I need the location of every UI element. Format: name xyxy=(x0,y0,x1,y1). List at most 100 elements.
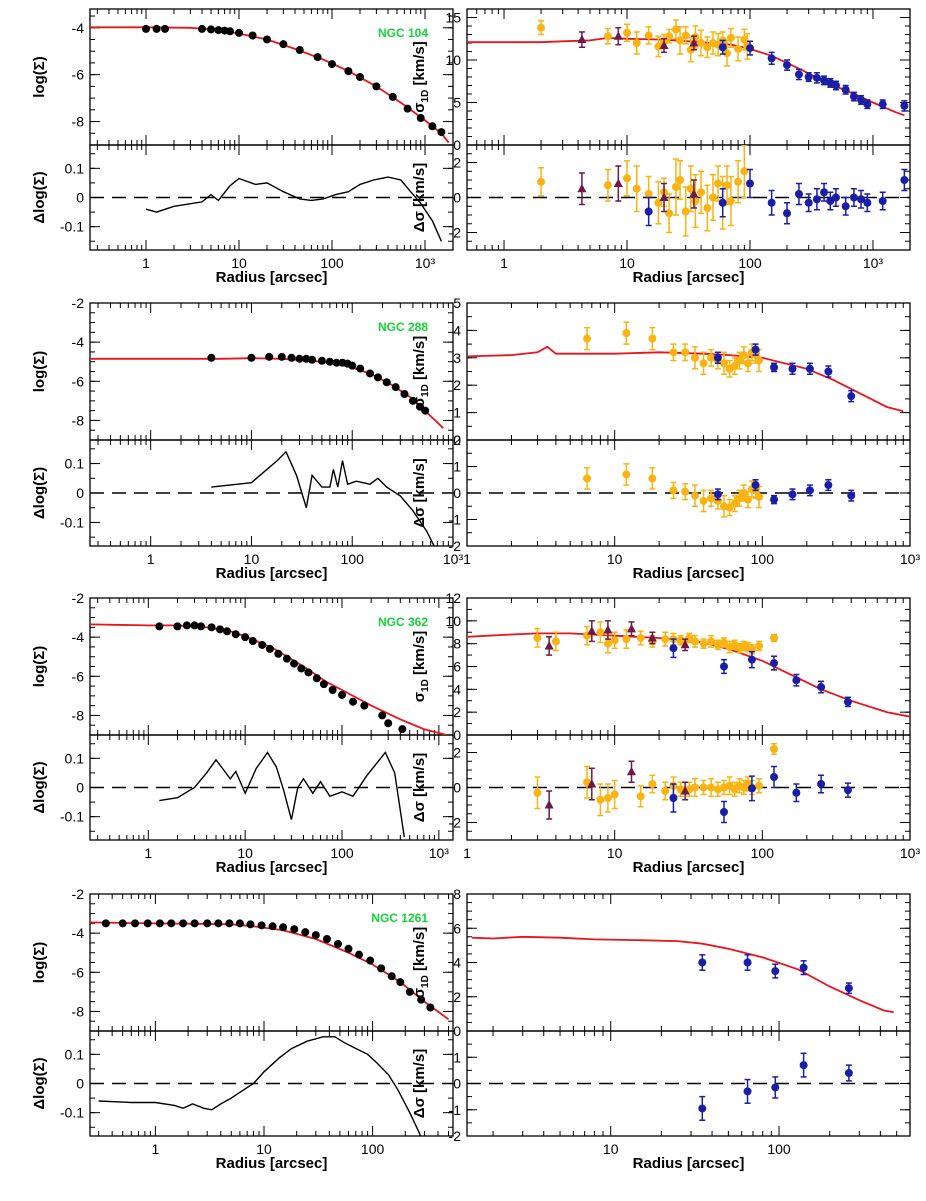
y-tick-label: -2 xyxy=(72,590,85,606)
surface-point xyxy=(118,919,127,928)
residual-point-blue xyxy=(817,780,826,788)
x-axis-label: Radius [arcsec] xyxy=(633,565,745,582)
dispersion-point-blue xyxy=(747,655,756,664)
residual-point-blue xyxy=(878,197,887,205)
residual-point-blue-group xyxy=(669,765,852,824)
y-tick-label: 10 xyxy=(445,52,461,68)
x-tick-label: 1 xyxy=(463,845,471,861)
y-tick-label: 15 xyxy=(445,10,461,26)
surface-point xyxy=(408,396,417,405)
cluster-name: NGC 1261 xyxy=(371,911,428,925)
y-tick-label: 0 xyxy=(76,1076,84,1092)
y-tick-label: 0 xyxy=(76,485,84,501)
surface-point xyxy=(338,690,347,699)
dispersion-point-blue xyxy=(771,967,780,976)
dispersion-point-purple-group xyxy=(577,26,699,54)
dispersion-point-blue xyxy=(900,101,909,110)
residual-point-purple xyxy=(689,189,699,198)
y-tick-label: 0 xyxy=(76,190,84,206)
surface-point xyxy=(207,25,215,34)
dispersion-point-blue xyxy=(847,392,856,401)
y-tick-label: -8 xyxy=(72,707,85,723)
residual-point-orange xyxy=(596,795,605,804)
y-tick-label: 2 xyxy=(453,989,461,1005)
dispersion-point-blue xyxy=(669,644,678,653)
surface-point xyxy=(214,26,223,35)
y-axis-label: Δσ [km/s] xyxy=(411,163,428,232)
surface-point xyxy=(179,919,188,928)
surface-point xyxy=(355,73,364,81)
surface-point xyxy=(141,24,150,33)
surface-point-group xyxy=(207,352,430,415)
dispersion-point-orange xyxy=(636,633,645,642)
y-tick-label: 0 xyxy=(453,1023,461,1039)
residual-point-purple xyxy=(613,178,623,187)
surface-point xyxy=(405,987,414,996)
y-tick-label: -4 xyxy=(72,20,85,36)
residual-point-blue-group xyxy=(713,479,856,505)
dispersion-point-orange xyxy=(551,637,560,646)
residual-point-blue xyxy=(747,784,756,793)
dispersion-point-orange xyxy=(703,43,712,52)
surface-point xyxy=(257,921,266,930)
dispersion-point-orange xyxy=(681,348,690,357)
residual-point-blue xyxy=(857,195,866,204)
y-tick-label: -6 xyxy=(72,668,85,684)
x-tick-label: 10 xyxy=(256,1141,272,1157)
surface-residual-curve xyxy=(98,1036,422,1136)
residual-point-orange xyxy=(583,474,592,483)
residual-point-blue xyxy=(794,190,803,198)
surface-point xyxy=(344,944,353,953)
x-tick-label: 100 xyxy=(341,551,365,567)
x-tick-label: 1 xyxy=(151,1141,159,1157)
x-tick-label: 10³ xyxy=(900,845,921,861)
dispersion-point-orange xyxy=(583,334,592,343)
y-tick-label: -2 xyxy=(449,225,462,241)
y-tick-label: -0.1 xyxy=(60,1105,84,1121)
dispersion-point-blue-group xyxy=(698,954,853,995)
surface-point xyxy=(322,935,331,944)
dispersion-point-orange xyxy=(726,33,735,42)
dispersion-point-orange-group xyxy=(533,621,779,655)
residual-point-orange xyxy=(632,184,641,193)
y-tick-label: -2 xyxy=(72,295,85,311)
surface-point xyxy=(355,950,364,959)
cluster-name: NGC 104 xyxy=(378,26,428,40)
surface-point xyxy=(308,355,317,364)
dispersion-point-orange xyxy=(740,35,749,44)
x-axis-label: Radius [arcsec] xyxy=(216,1155,328,1172)
surface-residual-curve xyxy=(159,751,405,838)
x-tick-label: 100 xyxy=(330,845,354,861)
residual-point-orange xyxy=(770,745,779,753)
y-tick-label: -8 xyxy=(72,1003,85,1019)
dispersion-point-purple-group xyxy=(544,620,690,656)
residual-point-purple xyxy=(577,183,587,193)
y-tick-label: 0 xyxy=(453,1076,461,1092)
surface-point xyxy=(398,725,407,734)
residual-point-orange xyxy=(537,177,546,186)
dispersion-point-orange xyxy=(533,633,542,642)
dispersion-point-blue xyxy=(783,61,792,70)
residual-point-blue xyxy=(713,490,722,499)
dispersion-point-blue xyxy=(863,100,872,109)
y-tick-label: -2 xyxy=(449,1128,462,1144)
dispersion-point-purple xyxy=(647,632,657,642)
residual-point-blue xyxy=(745,179,754,188)
surface-point xyxy=(400,390,409,399)
surface-point xyxy=(372,82,381,91)
y-tick-label: -6 xyxy=(72,67,85,83)
dispersion-point-orange xyxy=(755,356,764,365)
surface-point xyxy=(377,964,386,973)
surface-point xyxy=(366,956,375,965)
dispersion-axes xyxy=(466,8,911,146)
residual-point-orange xyxy=(691,197,700,205)
surface-point xyxy=(388,92,397,101)
dispersion-point-orange xyxy=(623,28,632,37)
residual-point-orange xyxy=(703,204,712,212)
surface-point xyxy=(328,685,337,694)
y-tick-label: 2 xyxy=(453,377,461,393)
dispersion-point-orange-group xyxy=(537,19,752,67)
dispersion-point-blue-group xyxy=(718,39,909,112)
